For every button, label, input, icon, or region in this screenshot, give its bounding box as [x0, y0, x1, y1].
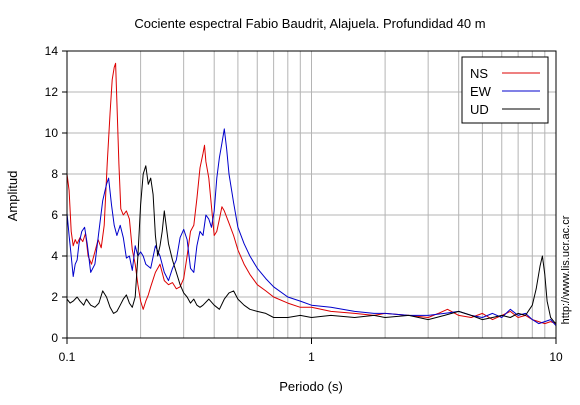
y-tick-label-1: 2 [51, 290, 58, 304]
legend: NS EW UD [461, 56, 549, 124]
y-tick-label-2: 4 [51, 249, 58, 263]
y-axis-label: Amplitud [5, 171, 20, 222]
series-line-ud [66, 165, 557, 324]
y-tick-label-6: 12 [45, 85, 59, 99]
legend-label-ud: UD [470, 102, 489, 117]
y-tick-label-3: 6 [51, 208, 58, 222]
x-tick-label-1: 1 [308, 350, 315, 364]
chart-title: Cociente espectral Fabio Baudrit, Alajue… [134, 16, 485, 31]
series-line-ew [66, 128, 557, 327]
legend-box [461, 56, 549, 124]
legend-label-ew: EW [470, 84, 492, 99]
x-tick-label-0: 0.1 [59, 350, 76, 364]
y-tick-label-0: 0 [51, 331, 58, 345]
y-tick-label-4: 8 [51, 167, 58, 181]
x-tick-label-2: 10 [549, 350, 563, 364]
x-axis-label: Periodo (s) [279, 379, 343, 394]
series-lines [66, 62, 557, 327]
y-tick-label-7: 14 [45, 44, 59, 58]
axis-ticks: 0 2 4 6 8 10 12 14 0.1 1 10 [45, 44, 563, 364]
legend-label-ns: NS [470, 66, 488, 81]
y-tick-label-5: 10 [45, 126, 59, 140]
grid-lines [66, 50, 557, 339]
source-url-credit: http://www.lis.ucr.ac.cr [560, 215, 572, 325]
